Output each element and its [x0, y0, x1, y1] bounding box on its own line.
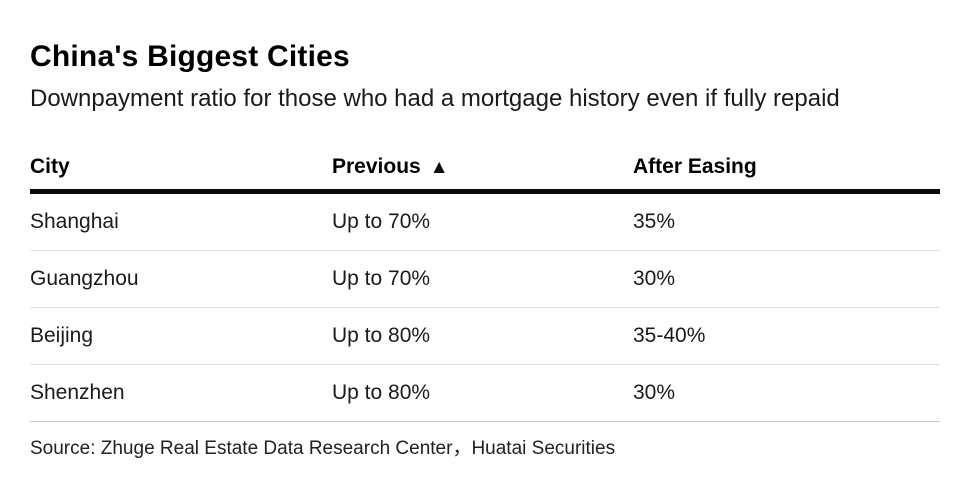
column-header-after-easing-label: After Easing: [633, 155, 757, 178]
table-row-shenzhen: Shenzhen Up to 80% 30%: [30, 365, 940, 422]
cell-city: Shanghai: [30, 210, 119, 233]
cell-previous: Up to 80%: [332, 381, 431, 404]
table-row-shanghai: Shanghai Up to 70% 35%: [30, 194, 940, 251]
cell-after-easing: 35%: [633, 210, 676, 233]
column-header-city-label: City: [30, 155, 70, 178]
cell-after-easing: 35-40%: [633, 324, 706, 347]
table-header-row: City Previous ▲ After Easing: [30, 154, 940, 194]
data-table: City Previous ▲ After Easing Shanghai Up …: [30, 154, 940, 422]
cell-previous: Up to 70%: [332, 267, 431, 290]
table-row-guangzhou: Guangzhou Up to 70% 30%: [30, 251, 940, 308]
sort-ascending-icon: ▲: [429, 157, 449, 178]
column-header-previous[interactable]: Previous ▲: [332, 154, 633, 181]
column-header-previous-label: Previous: [332, 155, 421, 178]
cell-previous: Up to 70%: [332, 210, 431, 233]
source-note: Source: Zhuge Real Estate Data Research …: [30, 438, 616, 459]
cell-previous: Up to 80%: [332, 324, 431, 347]
cell-city: Guangzhou: [30, 267, 139, 290]
column-header-city[interactable]: City: [30, 154, 332, 181]
cell-city: Beijing: [30, 324, 94, 347]
page-subtitle: Downpayment ratio for those who had a mo…: [30, 85, 840, 112]
cell-after-easing: 30%: [633, 267, 676, 290]
cell-city: Shenzhen: [30, 381, 125, 404]
table-row-beijing: Beijing Up to 80% 35-40%: [30, 308, 940, 365]
page-title: China's Biggest Cities: [30, 40, 350, 73]
cell-after-easing: 30%: [633, 381, 676, 404]
column-header-after-easing[interactable]: After Easing: [633, 154, 940, 181]
